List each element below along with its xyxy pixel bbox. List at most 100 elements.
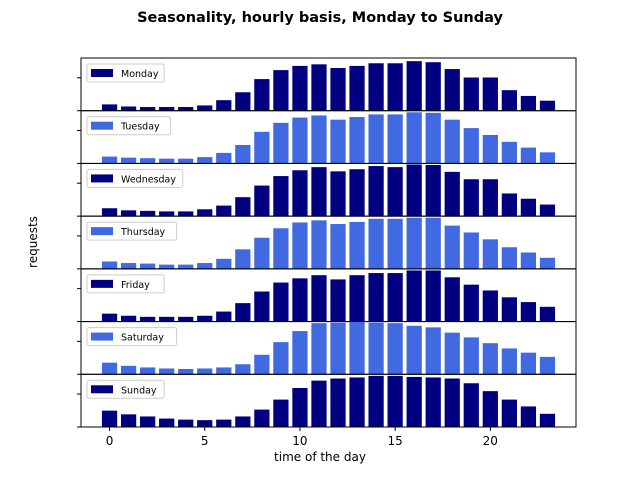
panel-1: Monday: [77, 57, 577, 112]
bar: [539, 413, 556, 427]
bars-4: [101, 217, 556, 269]
bar: [368, 114, 384, 164]
bar: [387, 323, 403, 375]
bar: [140, 316, 156, 322]
bar: [482, 290, 498, 322]
bar: [387, 167, 403, 217]
bar: [216, 419, 232, 427]
bar: [254, 409, 270, 427]
bar: [120, 315, 137, 322]
bar: [101, 156, 118, 164]
bar: [292, 65, 308, 111]
bar: [482, 343, 498, 375]
bar: [425, 217, 441, 269]
bar: [444, 378, 460, 427]
bar: [140, 107, 156, 111]
bar: [311, 220, 327, 269]
bar: [501, 141, 517, 164]
bar: [292, 117, 308, 164]
bar: [101, 208, 118, 217]
bar: [140, 416, 156, 427]
bar: [120, 414, 137, 427]
bar: [120, 157, 137, 164]
bar: [101, 313, 118, 322]
bar: [330, 279, 346, 322]
legend-box: [86, 168, 184, 188]
bar: [235, 144, 251, 164]
bar: [444, 332, 460, 375]
bar: [311, 64, 327, 111]
bar: [501, 193, 517, 217]
bar: [425, 112, 441, 164]
bar: [330, 224, 346, 269]
bar: [178, 316, 194, 322]
bar: [330, 171, 346, 217]
bar: [254, 354, 270, 375]
bar: [406, 376, 422, 427]
bar: [444, 277, 460, 322]
bar: [292, 387, 308, 427]
bar: [482, 134, 498, 164]
panel-7: Sunday: [77, 373, 577, 428]
bar: [539, 204, 556, 217]
bar: [444, 225, 460, 269]
bar: [311, 167, 327, 217]
legend-box: [86, 63, 165, 83]
bar: [463, 383, 479, 427]
bar: [159, 107, 175, 111]
bar: [539, 257, 556, 269]
bar: [235, 416, 251, 427]
bars-3: [101, 164, 556, 217]
bar: [197, 420, 213, 427]
legend-swatch: [91, 69, 113, 77]
bar: [425, 327, 441, 375]
bar: [520, 95, 537, 111]
bar: [501, 348, 517, 375]
legend-label: Wednesday: [121, 174, 176, 185]
bars-1: [101, 61, 556, 111]
bar: [159, 418, 175, 427]
bar: [463, 128, 479, 164]
bar: [140, 367, 156, 375]
panels-group: Monday Tuesday Wednesday Thursday Friday Satu…: [77, 57, 577, 428]
bar: [311, 115, 327, 164]
bar: [216, 152, 232, 164]
bar: [463, 232, 479, 269]
legend-swatch: [91, 385, 113, 394]
bar: [140, 210, 156, 217]
x-axis: 0 5 10 15 20: [106, 427, 498, 448]
bar: [273, 176, 289, 217]
bar: [159, 264, 175, 269]
bar: [197, 105, 213, 111]
bar: [311, 323, 327, 375]
bar: [482, 77, 498, 111]
bars-2: [101, 112, 556, 164]
legend-swatch: [91, 279, 113, 288]
bar: [368, 218, 384, 269]
panel-6: Saturday: [77, 321, 577, 375]
x-tick-label: 20: [483, 434, 498, 448]
bar: [387, 218, 403, 269]
bar: [178, 264, 194, 269]
bars-5: [101, 270, 556, 322]
bar: [425, 165, 441, 217]
bar: [216, 367, 232, 375]
bar: [387, 273, 403, 322]
bar: [140, 263, 156, 269]
panel-4: Thursday: [77, 215, 577, 270]
bar: [539, 356, 556, 375]
bar: [254, 185, 270, 217]
legend-box: [86, 221, 178, 241]
bar: [197, 368, 213, 375]
legend-box: [86, 116, 171, 136]
bar: [387, 63, 403, 111]
bar: [197, 315, 213, 322]
bar: [520, 252, 537, 269]
bar: [120, 365, 137, 375]
bar: [539, 306, 556, 322]
bar: [140, 158, 156, 164]
y-axis-label: requests: [26, 216, 40, 268]
bar: [216, 311, 232, 322]
bar: [463, 77, 479, 111]
bar: [482, 179, 498, 217]
